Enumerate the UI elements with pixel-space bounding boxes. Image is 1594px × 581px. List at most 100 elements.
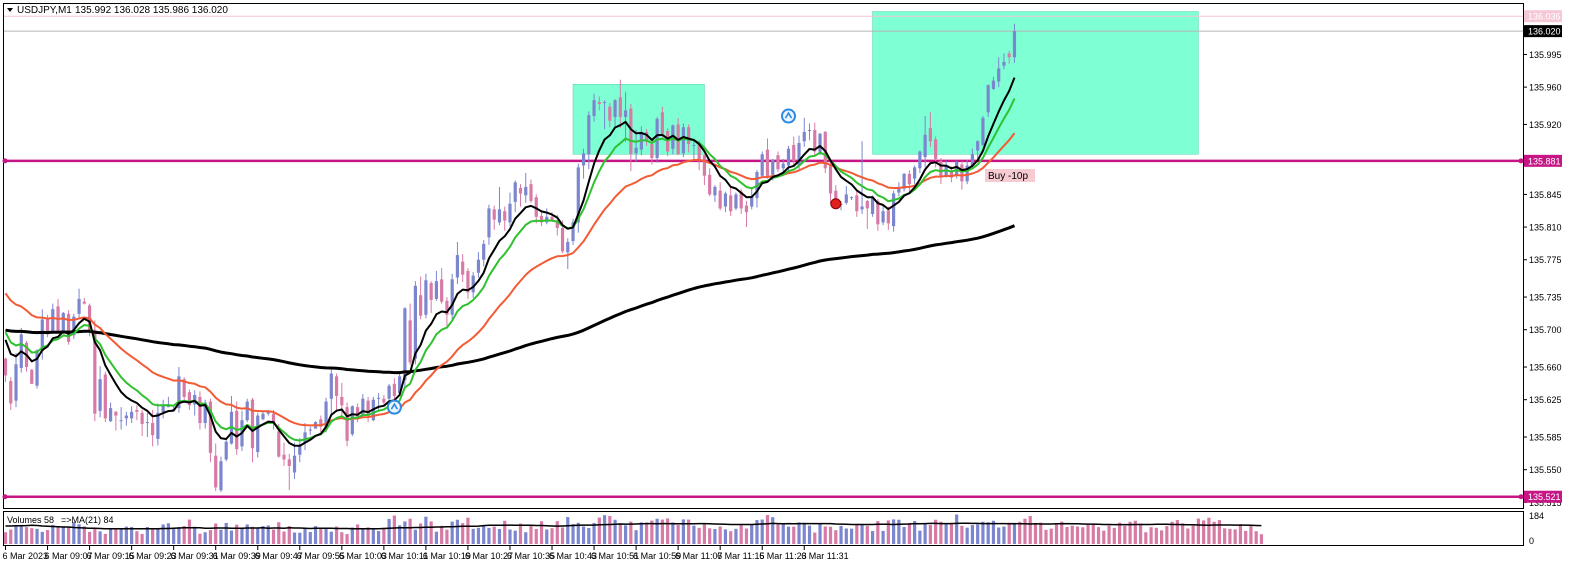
candle-body <box>739 191 743 209</box>
candle-body <box>981 117 985 145</box>
candle-body <box>692 144 696 146</box>
volume-layer <box>3 514 1264 544</box>
candle-body <box>182 379 186 397</box>
volume-bar <box>1028 516 1032 544</box>
candle-body <box>156 412 160 439</box>
volume-bar <box>750 524 754 544</box>
trade-label-box <box>985 169 1035 182</box>
volume-bar <box>245 524 249 544</box>
volume-bar <box>907 522 911 544</box>
volume-bar <box>377 531 381 544</box>
candle-body <box>77 298 81 314</box>
volume-bar <box>1044 529 1048 544</box>
candle-body <box>14 364 18 401</box>
volume-bar <box>466 517 470 544</box>
candle-body <box>51 309 55 332</box>
time-tick-label: 6 Mar 11:31 <box>801 551 848 561</box>
volume-bar <box>292 532 297 544</box>
volume-bar <box>130 526 134 544</box>
candle-body <box>1002 61 1006 66</box>
candle-body <box>529 184 533 201</box>
volume-bar <box>350 527 354 544</box>
volume-pane-frame <box>3 511 1524 546</box>
volume-bar <box>592 522 596 544</box>
volume-bar <box>986 522 990 544</box>
volume-bar <box>713 529 717 544</box>
candle-body <box>713 186 717 196</box>
candle-body <box>151 423 155 436</box>
volume-bar <box>870 531 875 544</box>
volume-bar <box>271 529 276 544</box>
volume-bar <box>513 530 517 544</box>
time-tick-label: 6 Mar 09:23 <box>129 551 177 561</box>
candle-body <box>392 383 396 396</box>
candle-body <box>450 279 454 315</box>
volume-bar <box>1244 530 1248 544</box>
symbol-dropdown-icon[interactable] <box>7 8 13 12</box>
volume-tick-label: 0 <box>1529 536 1534 546</box>
volume-bar <box>277 522 281 544</box>
time-tick-label: 6 Mar 10:59 <box>633 551 681 561</box>
volume-bar <box>51 524 55 544</box>
volume-bar <box>913 521 917 544</box>
volume-bar <box>897 519 901 544</box>
volume-bar <box>329 531 333 544</box>
candle-body <box>471 275 475 293</box>
volume-bar <box>172 528 176 544</box>
resistance-line-handle <box>2 158 8 164</box>
volume-bar <box>834 530 838 544</box>
price-tick-label: 135.700 <box>1529 325 1562 335</box>
volume-bar <box>203 532 207 544</box>
volume-bar <box>366 527 370 544</box>
volume-bar <box>639 522 643 544</box>
candle-body <box>45 319 50 335</box>
price-axis: 135.995 135.960 135.920 135.881 135.845 135.8… <box>1523 10 1562 546</box>
volume-bar <box>419 523 423 544</box>
volume-bar <box>997 527 1001 544</box>
volume-bar <box>587 527 591 544</box>
candle-body <box>944 166 948 177</box>
volume-bar <box>681 519 685 544</box>
volume-bar <box>240 528 244 544</box>
volume-bar <box>1181 523 1185 544</box>
price-tick-label: 135.550 <box>1529 465 1562 475</box>
candle-body <box>608 106 612 121</box>
volume-bar <box>860 524 864 544</box>
candle-body <box>298 445 302 455</box>
volume-bar <box>440 525 444 544</box>
candle-body <box>198 396 202 424</box>
candle-body <box>970 154 975 166</box>
volume-bar <box>166 523 171 544</box>
candle-body <box>277 431 281 457</box>
volume-bar <box>1233 529 1237 544</box>
volume-bar <box>813 532 817 544</box>
candle-body <box>687 127 691 145</box>
volume-bar <box>687 519 691 544</box>
volume-bar <box>928 524 932 544</box>
volume-bar <box>214 523 218 544</box>
candle-body <box>35 350 39 386</box>
candle-body <box>865 200 869 209</box>
volume-bar <box>718 526 722 544</box>
volume-ma-line <box>5 522 1262 530</box>
volume-bar <box>313 526 318 544</box>
candle-body <box>455 255 460 278</box>
volume-bar <box>455 519 460 544</box>
volume-bar <box>1007 522 1011 544</box>
candle-body <box>497 209 502 223</box>
candle-body <box>9 381 13 404</box>
candle-body <box>902 173 906 189</box>
volume-bar <box>744 528 749 544</box>
buy-marker <box>386 399 402 415</box>
price-tick-label: 135.775 <box>1529 255 1562 265</box>
volume-bar <box>991 520 996 544</box>
candle-body <box>419 295 423 316</box>
volume-bar <box>229 530 234 544</box>
volume-bar <box>760 519 764 544</box>
volume-bar <box>503 520 507 544</box>
volume-bar <box>1196 518 1200 544</box>
volume-bar <box>534 529 538 544</box>
candle-body <box>466 270 470 293</box>
volume-bar <box>597 517 601 544</box>
volume-bar <box>177 527 181 544</box>
